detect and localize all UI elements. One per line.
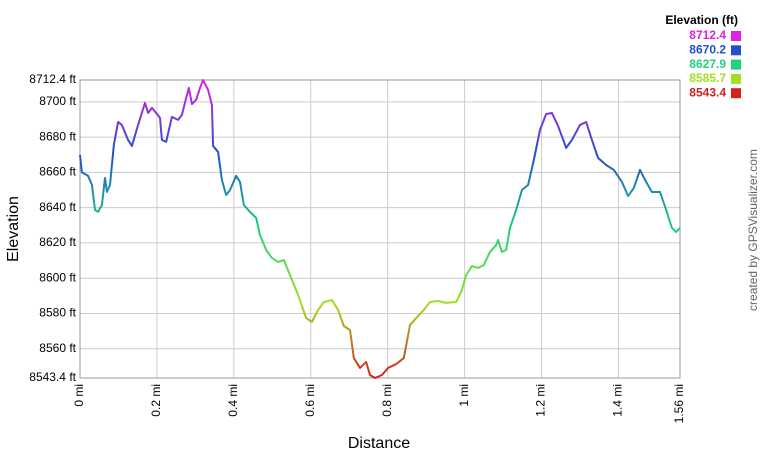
- plot-area: [80, 80, 680, 378]
- y-tick-label: 8580 ft: [39, 306, 76, 320]
- legend-label: 8712.4: [689, 28, 726, 42]
- x-tick-label: 1.4 mi: [611, 384, 625, 417]
- x-tick-label: 1 mi: [457, 384, 471, 407]
- legend-swatch: [731, 45, 741, 56]
- y-tick-label: 8600 ft: [39, 270, 76, 284]
- x-tick-label: 0.2 mi: [149, 384, 163, 417]
- y-tick-label: 8640 ft: [39, 200, 76, 214]
- x-tick-label: 0 mi: [72, 384, 86, 407]
- legend-title: Elevation (ft): [665, 13, 738, 27]
- elevation-line: [79, 79, 681, 379]
- y-tick-label: 8620 ft: [39, 235, 76, 249]
- x-tick-label: 0.6 mi: [303, 384, 317, 417]
- x-tick-label: 0.4 mi: [226, 384, 240, 417]
- y-axis-title: Elevation: [5, 196, 22, 262]
- y-tick-label: 8700 ft: [39, 94, 76, 108]
- y-tick-label: 8560 ft: [39, 341, 76, 355]
- legend-swatch: [731, 88, 741, 99]
- legend-swatch: [731, 73, 741, 84]
- legend-label: 8543.4: [689, 85, 726, 99]
- legend-label: 8670.2: [689, 42, 726, 56]
- legend-swatch: [731, 31, 741, 41]
- x-axis-title: Distance: [348, 435, 410, 452]
- legend-swatch: [731, 59, 741, 70]
- y-tick-label: 8543.4 ft: [29, 370, 76, 384]
- y-tick-label: 8680 ft: [39, 129, 76, 143]
- legend-label: 8585.7: [689, 71, 726, 85]
- y-tick-label: 8660 ft: [39, 165, 76, 179]
- x-tick-label: 0.8 mi: [380, 384, 394, 417]
- y-tick-label: 8712.4 ft: [29, 72, 76, 86]
- x-tick-label: 1.56 mi: [672, 384, 686, 423]
- legend-label: 8627.9: [689, 57, 726, 71]
- credit: created by GPSVisualizer.com: [746, 149, 760, 311]
- x-tick-label: 1.2 mi: [534, 384, 548, 417]
